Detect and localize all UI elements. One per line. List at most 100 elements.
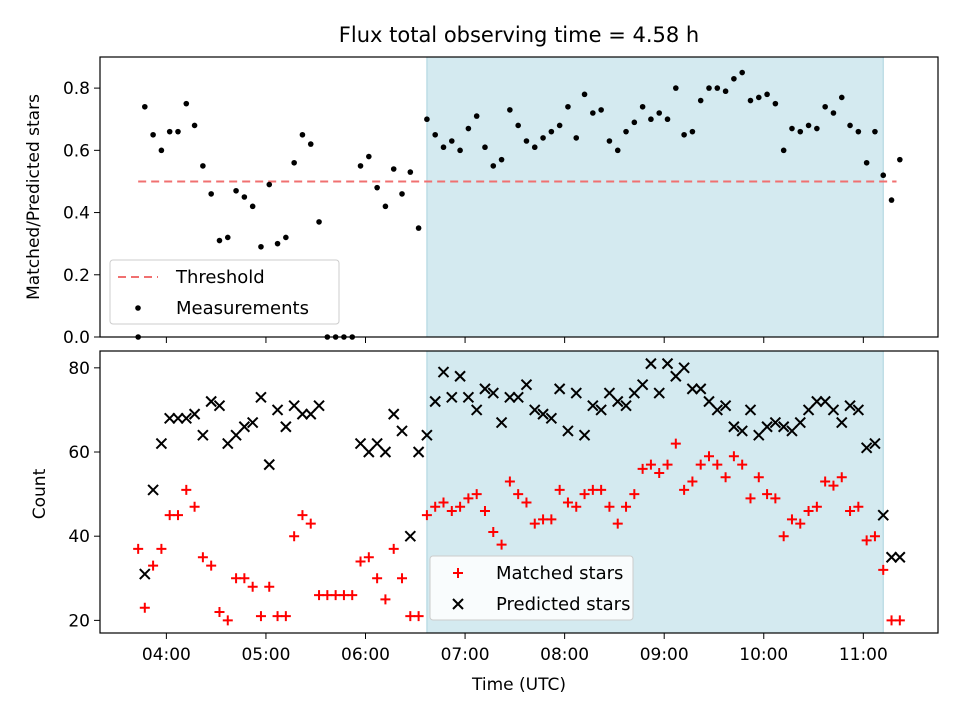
predicted-star-point [429, 395, 441, 408]
matched-star-point [803, 505, 814, 516]
matched-star-point [280, 611, 291, 622]
measurement-point [490, 163, 497, 169]
matched-star-point [297, 510, 308, 521]
matched-star-point [197, 552, 208, 563]
top-y-tick-label: 0.8 [63, 79, 90, 99]
matched-star-point [728, 451, 739, 462]
predicted-star-point [578, 429, 591, 441]
measurement-point [283, 234, 289, 241]
measurement-point [399, 191, 405, 197]
predicted-star-point [230, 429, 242, 441]
predicted-star-point [280, 421, 292, 433]
matched-star-point [745, 493, 756, 504]
measurement-point [772, 100, 779, 107]
legend-label: Matched stars [496, 563, 623, 584]
matched-star-point [413, 611, 424, 622]
measurement-point [714, 85, 721, 91]
matched-star-point [189, 501, 200, 512]
measurement-point [847, 122, 853, 129]
predicted-star-point [553, 383, 566, 395]
measurement-point [639, 103, 646, 110]
matched-star-point [670, 438, 681, 449]
measurement-point [789, 125, 795, 132]
predicted-star-point [860, 442, 873, 454]
matched-star-point [720, 472, 731, 483]
matched-star-point [637, 463, 648, 474]
measurement-point [565, 103, 571, 110]
matched-star-point [654, 468, 665, 479]
measurement-point [722, 88, 729, 95]
matched-star-point [629, 489, 640, 500]
matched-star-point [463, 493, 474, 504]
top-series [135, 69, 903, 340]
predicted-star-point [869, 437, 881, 450]
measurement-point [241, 194, 248, 200]
bottom-x-ticks: 04:00 05:00 06:00 07:00 08:00 09:00 10:00 11:00 [142, 633, 888, 665]
matched-star-point [687, 476, 698, 487]
predicted-star-point [595, 404, 607, 416]
measurement-point [656, 110, 663, 116]
predicted-star-point [628, 387, 641, 399]
matched-star-point [479, 505, 490, 516]
matched-star-point [255, 611, 266, 622]
measurement-point [598, 107, 604, 113]
matched-star-point [828, 480, 839, 491]
top-y-ticks: 0.0 0.2 0.4 0.6 0.8 [63, 79, 100, 348]
predicted-star-point [537, 408, 549, 420]
predicted-star-point [305, 408, 317, 420]
matched-star-point [546, 514, 557, 525]
bottom-y-tick-label: 40 [68, 527, 90, 547]
predicted-star-point [255, 391, 267, 404]
measurement-point [424, 116, 430, 123]
measurement-point [697, 97, 704, 104]
matched-star-point [579, 489, 590, 500]
matched-star-point [247, 581, 258, 592]
top-y-tick-label: 0.4 [63, 204, 90, 224]
predicted-star-point [462, 391, 475, 404]
measurement-point [863, 159, 870, 166]
measurement-point [590, 110, 596, 116]
top-legend-box [109, 259, 340, 325]
measurement-point [374, 184, 380, 191]
matched-star-point [380, 594, 391, 605]
measurement-point [581, 91, 588, 98]
predicted-star-point [412, 446, 425, 458]
measurement-point [142, 103, 148, 110]
predicted-star-point [495, 416, 508, 429]
bottom-y-ticks: 20 40 60 80 [68, 359, 100, 631]
predicted-star-point [271, 404, 284, 416]
measurement-point [805, 122, 812, 129]
x-tick-label: 07:00 [441, 645, 490, 665]
measurement-point [158, 147, 165, 154]
matched-star-point [612, 518, 623, 529]
predicted-star-point [736, 425, 748, 437]
measurement-point [623, 128, 629, 135]
matched-star-point [446, 505, 457, 516]
predicted-star-point [636, 378, 649, 391]
matched-star-point [513, 489, 524, 500]
matched-star-point [388, 543, 399, 554]
matched-star-point [133, 543, 144, 554]
measurement-point [507, 107, 513, 113]
measurement-point [797, 128, 804, 135]
measurement-point [872, 128, 878, 135]
top-y-tick-label: 0.2 [63, 266, 90, 286]
predicted-star-point [794, 416, 806, 429]
predicted-star-point [470, 404, 483, 416]
legend-label: Measurements [176, 298, 309, 319]
measurement-point [531, 144, 538, 151]
measurement-point [482, 144, 488, 151]
matched-star-point [139, 602, 150, 613]
bottom-y-axis-label: Count [30, 468, 50, 519]
x-tick-label: 06:00 [341, 645, 390, 665]
measurement-point [755, 94, 762, 101]
measurement-point [316, 219, 322, 225]
measurement-point [382, 203, 389, 210]
matched-star-point [679, 484, 690, 495]
measurement-point [166, 128, 173, 135]
predicted-star-point [545, 412, 558, 425]
matched-star-point [753, 472, 764, 483]
matched-star-point [869, 531, 880, 542]
predicted-star-point [139, 568, 151, 580]
predicted-star-point [180, 412, 192, 425]
